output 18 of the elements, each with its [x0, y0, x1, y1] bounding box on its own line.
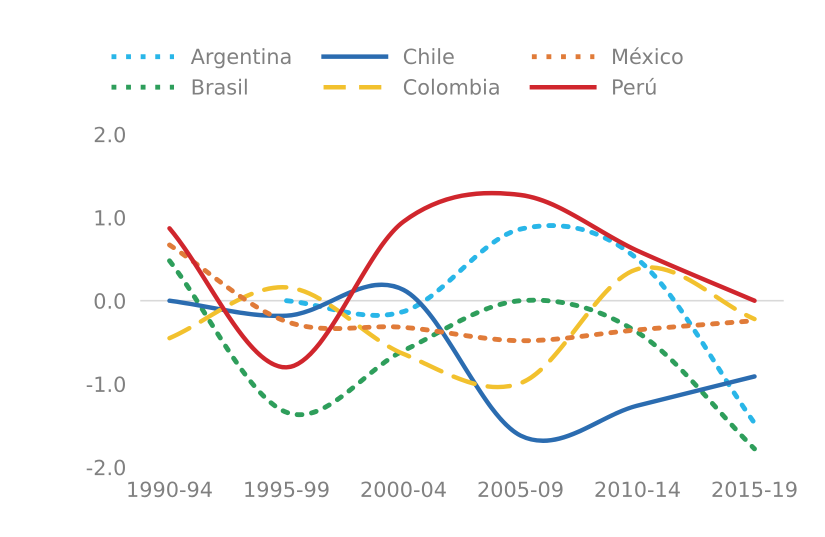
y-tick-label: 0.0: [94, 293, 125, 309]
x-tick-label: 1995-99: [245, 481, 329, 498]
line-series: [167, 258, 757, 452]
x-tick-label: 2010-14: [596, 481, 680, 498]
x-tick-label: 2005-09: [478, 481, 563, 498]
y-tick-label: -2.0: [86, 460, 125, 476]
x-tick-label: 1990-94: [128, 481, 212, 498]
x-tick-label: 2000-04: [362, 481, 446, 498]
legend-label: Chile: [404, 48, 454, 64]
legend-label: Brasil: [192, 78, 247, 95]
legend-label: Colombia: [404, 78, 499, 95]
legend-label: Argentina: [190, 48, 290, 68]
legend-label: Perú: [613, 78, 656, 95]
legend-label: México: [613, 47, 683, 64]
y-tick-label: -1.0: [86, 376, 125, 392]
x-tick-label: 2015-19: [712, 481, 797, 498]
y-tick-label: 2.0: [94, 126, 125, 142]
y-tick-label: 1.0: [96, 210, 125, 226]
